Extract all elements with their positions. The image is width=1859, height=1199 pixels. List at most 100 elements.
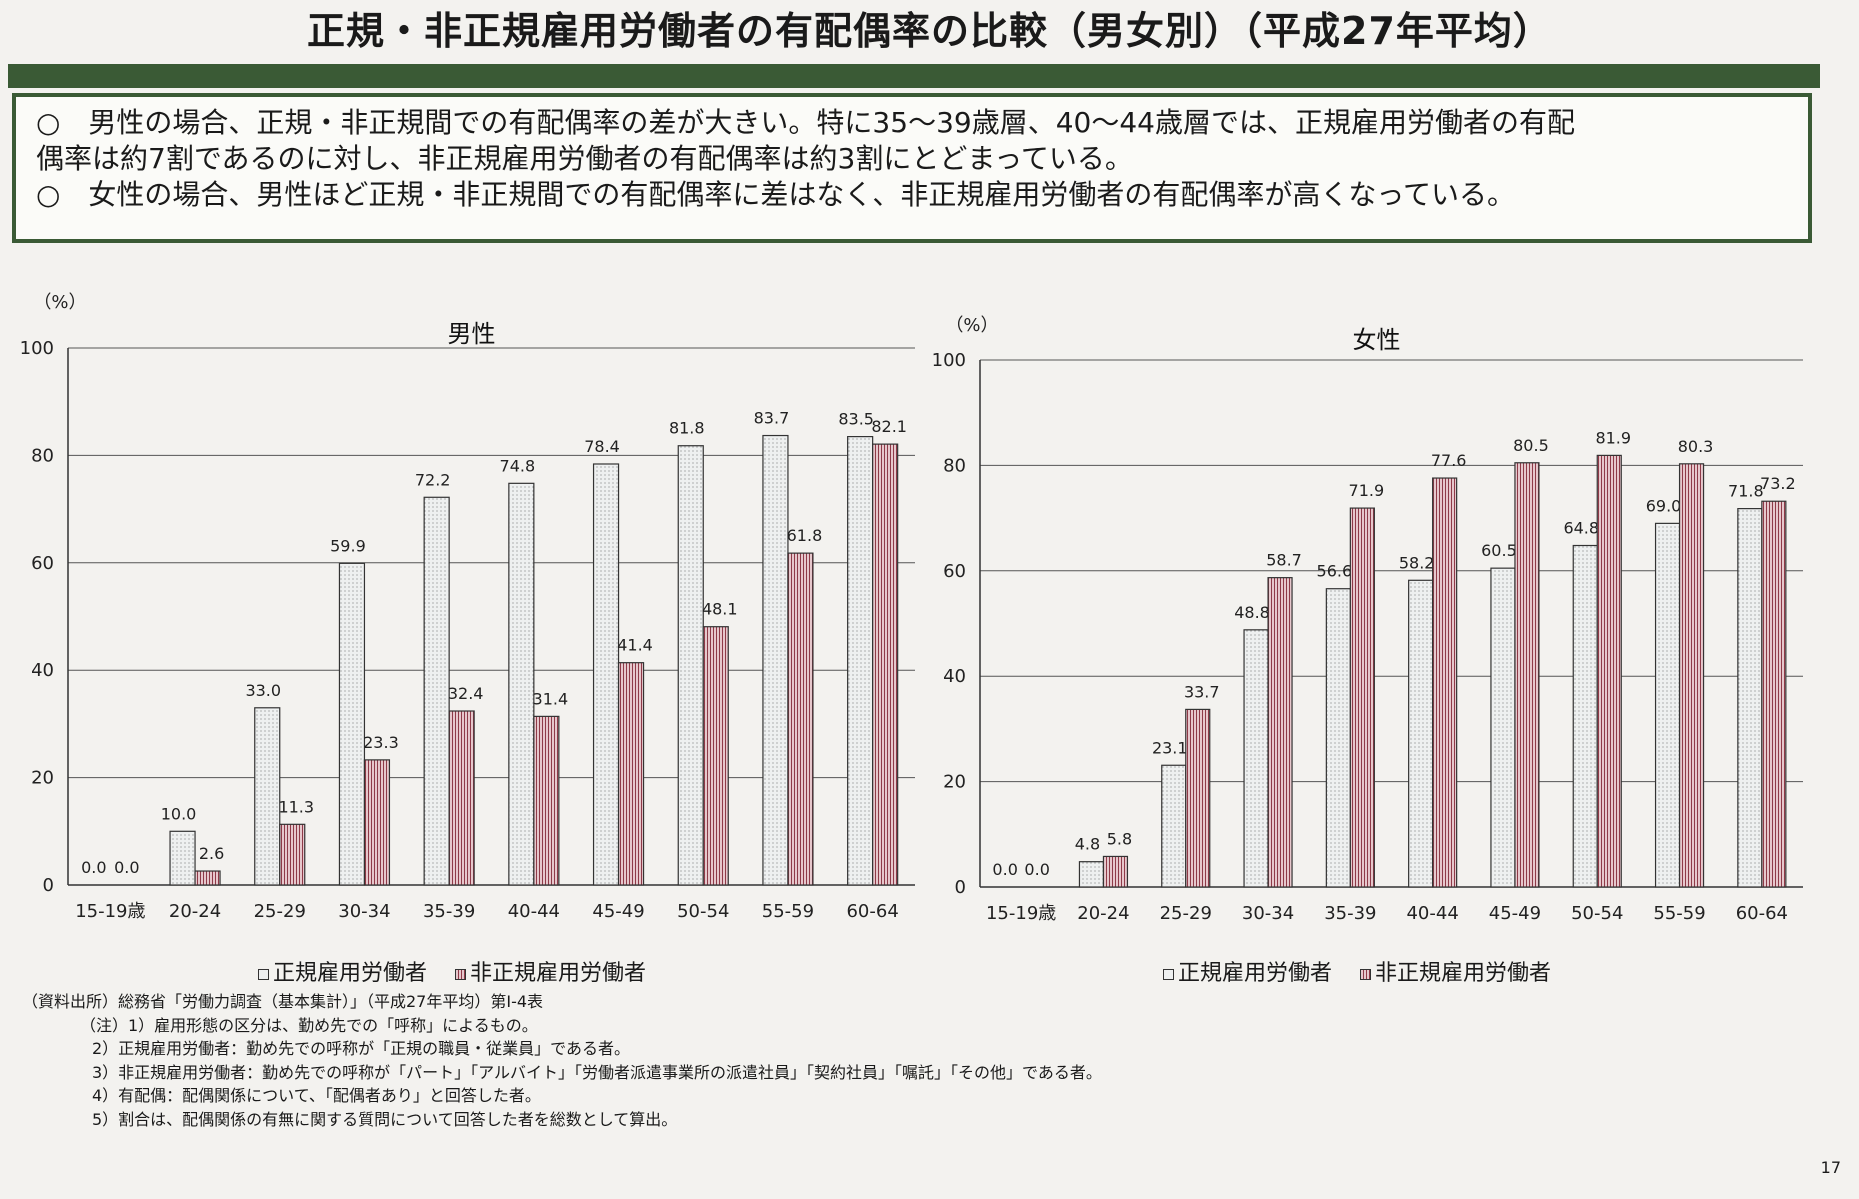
x-tick-label: 40-44	[508, 901, 560, 922]
note-5: 5）割合は、配偶関係の有無に関する質問について回答した者を総数として算出。	[92, 1109, 678, 1129]
data-label-regular: 58.2	[1399, 553, 1435, 572]
bar-nonregular	[1102, 855, 1129, 888]
data-label-regular: 74.8	[500, 456, 536, 475]
bar-nonregular	[1514, 462, 1540, 888]
data-label-regular: 71.8	[1728, 482, 1764, 501]
bar-regular	[423, 496, 450, 886]
data-label-nonregular: 11.3	[278, 797, 314, 816]
legend-swatch-nonregular	[1360, 968, 1372, 980]
bar-nonregular	[1596, 454, 1622, 888]
bar-nonregular	[1349, 507, 1375, 888]
data-label-nonregular: 81.9	[1595, 428, 1631, 447]
note-source: （資料出所）総務省「労働力調査（基本集計）」（平成27年平均）第Ⅰ-4表	[22, 992, 544, 1011]
bar-regular	[1490, 567, 1516, 888]
legend-female: 正規雇用労働者 非正規雇用労働者	[1163, 955, 1579, 987]
y-unit-label: （%）	[33, 292, 86, 313]
chart-title: 男性	[448, 320, 496, 348]
data-label-regular: 83.5	[838, 410, 874, 429]
data-label-nonregular: 0.0	[114, 858, 139, 877]
data-label-regular: 10.0	[161, 804, 197, 823]
bar-regular	[1243, 629, 1269, 888]
legend-male: 正規雇用労働者 非正規雇用労働者	[258, 955, 674, 987]
chart-title: 女性	[1353, 326, 1401, 354]
x-tick-label: 45-49	[1489, 903, 1541, 924]
bar-regular	[1572, 544, 1598, 888]
chart-male: 男性 （%） 0 20 40 60 80 100 15-19歳 0.0 0.0 20-24 10.0 2.…	[20, 292, 915, 922]
summary-box: ○ 男性の場合、正規・非正規間での有配偶率の差が大きい。特に35～39歳層、40…	[12, 93, 1812, 243]
x-tick-label: 25-29	[254, 901, 306, 922]
bar-nonregular	[1185, 708, 1211, 888]
data-label-nonregular: 61.8	[787, 526, 823, 545]
bar-regular	[677, 445, 704, 886]
data-label-nonregular: 0.0	[1024, 860, 1049, 879]
y-tick-label: 60	[943, 561, 966, 582]
data-label-nonregular: 33.7	[1184, 682, 1220, 701]
data-label-regular: 78.4	[584, 437, 620, 456]
legend-label-regular: 正規雇用労働者	[1178, 961, 1333, 986]
data-label-regular: 48.8	[1234, 603, 1270, 622]
x-tick-label: 60-64	[846, 901, 898, 922]
data-label-nonregular: 80.3	[1678, 437, 1714, 456]
bar-regular	[1078, 861, 1105, 888]
data-label-regular: 33.0	[245, 681, 281, 700]
summary-line-1: ○ 男性の場合、正規・非正規間での有配偶率の差が大きい。特に35～39歳層、40…	[36, 106, 1575, 139]
bar-nonregular	[872, 443, 899, 886]
y-tick-label: 80	[943, 455, 966, 476]
legend-label-regular: 正規雇用労働者	[273, 961, 428, 986]
data-label-nonregular: 41.4	[617, 636, 653, 655]
data-label-nonregular: 31.4	[533, 689, 569, 708]
y-tick-label: 0	[43, 875, 54, 896]
data-label-nonregular: 77.6	[1431, 451, 1467, 470]
legend-item-nonregular: 非正規雇用労働者	[455, 955, 646, 987]
data-label-nonregular: 32.4	[448, 684, 484, 703]
x-tick-label: 55-59	[1653, 903, 1705, 924]
bar-regular	[1737, 508, 1763, 888]
x-tick-label: 50-54	[677, 901, 729, 922]
data-label-regular: 60.5	[1481, 541, 1517, 560]
data-label-nonregular: 73.2	[1760, 474, 1796, 493]
bar-nonregular	[194, 870, 221, 886]
legend-item-regular: 正規雇用労働者	[258, 955, 427, 987]
x-tick-label: 35-39	[423, 901, 475, 922]
bar-regular	[1325, 588, 1351, 888]
data-label-nonregular: 80.5	[1513, 436, 1549, 455]
bar-nonregular	[1678, 463, 1705, 888]
x-tick-label: 20-24	[1077, 903, 1129, 924]
bar-regular	[1408, 579, 1434, 888]
summary-line-2: 偶率は約7割であるのに対し、非正規雇用労働者の有配偶率は約3割にとどまっている。	[36, 142, 1133, 175]
legend-swatch-regular	[1163, 968, 1174, 980]
y-tick-label: 80	[31, 445, 54, 466]
bar-regular	[338, 562, 366, 886]
data-label-regular: 4.8	[1075, 835, 1100, 854]
data-label-nonregular: 5.8	[1107, 829, 1132, 848]
x-tick-label: 30-34	[338, 901, 390, 922]
page-title: 正規・非正規雇用労働者の有配偶率の比較（男女別）（平成27年平均）	[307, 9, 1552, 53]
bar-nonregular	[1432, 477, 1458, 888]
x-tick-label: 40-44	[1406, 903, 1458, 924]
bar-nonregular	[533, 715, 560, 886]
x-tick-label: 50-54	[1571, 903, 1623, 924]
legend-swatch-regular	[258, 968, 269, 980]
summary-line-3: ○ 女性の場合、男性ほど正規・非正規間での有配偶率に差はなく、非正規雇用労働者の…	[36, 178, 1516, 211]
y-tick-label: 100	[20, 338, 54, 359]
bar-nonregular	[448, 710, 475, 886]
bar-regular	[169, 830, 196, 886]
bar-regular	[1161, 764, 1187, 888]
y-tick-label: 40	[31, 660, 54, 681]
data-label-regular: 59.9	[330, 536, 366, 555]
data-label-regular: 81.8	[669, 419, 705, 438]
data-label-regular: 56.6	[1317, 562, 1353, 581]
data-label-regular: 0.0	[81, 858, 106, 877]
x-tick-label: 15-19歳	[986, 903, 1056, 924]
x-tick-label: 45-49	[592, 901, 644, 922]
y-tick-label: 0	[955, 877, 966, 898]
bar-nonregular	[787, 552, 814, 886]
chart-female: 女性 （%） 0 20 40 60 80 100 15-19歳 0.0 0.0 20-24 4.8 5.8…	[932, 315, 1803, 924]
title-bar	[8, 64, 1820, 88]
x-tick-label: 30-34	[1242, 903, 1294, 924]
x-tick-label: 25-29	[1160, 903, 1212, 924]
legend-label-nonregular: 非正規雇用労働者	[470, 961, 647, 986]
data-label-regular: 23.1	[1152, 738, 1188, 757]
legend-item-nonregular: 非正規雇用労働者	[1360, 955, 1551, 987]
data-label-nonregular: 23.3	[363, 733, 399, 752]
